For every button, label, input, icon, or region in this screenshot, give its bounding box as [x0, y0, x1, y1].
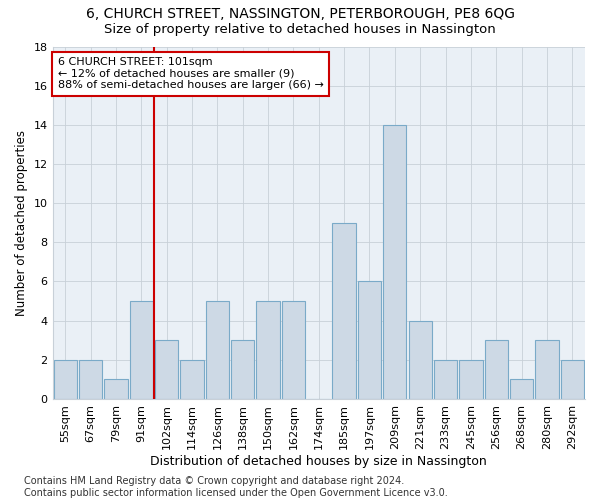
Bar — [560, 360, 584, 399]
Bar — [79, 360, 102, 399]
Bar — [282, 301, 305, 399]
X-axis label: Distribution of detached houses by size in Nassington: Distribution of detached houses by size … — [151, 454, 487, 468]
Y-axis label: Number of detached properties: Number of detached properties — [15, 130, 28, 316]
Bar — [535, 340, 559, 399]
Text: Size of property relative to detached houses in Nassington: Size of property relative to detached ho… — [104, 22, 496, 36]
Bar — [155, 340, 178, 399]
Text: 6, CHURCH STREET, NASSINGTON, PETERBOROUGH, PE8 6QG: 6, CHURCH STREET, NASSINGTON, PETERBOROU… — [86, 8, 515, 22]
Bar — [53, 360, 77, 399]
Bar — [409, 320, 432, 399]
Bar — [358, 282, 381, 399]
Text: 6 CHURCH STREET: 101sqm
← 12% of detached houses are smaller (9)
88% of semi-det: 6 CHURCH STREET: 101sqm ← 12% of detache… — [58, 57, 324, 90]
Bar — [485, 340, 508, 399]
Bar — [383, 125, 406, 399]
Bar — [104, 380, 128, 399]
Bar — [256, 301, 280, 399]
Bar — [434, 360, 457, 399]
Bar — [459, 360, 482, 399]
Bar — [231, 340, 254, 399]
Bar — [181, 360, 203, 399]
Bar — [130, 301, 153, 399]
Bar — [510, 380, 533, 399]
Bar — [206, 301, 229, 399]
Text: Contains HM Land Registry data © Crown copyright and database right 2024.
Contai: Contains HM Land Registry data © Crown c… — [24, 476, 448, 498]
Bar — [332, 222, 356, 399]
